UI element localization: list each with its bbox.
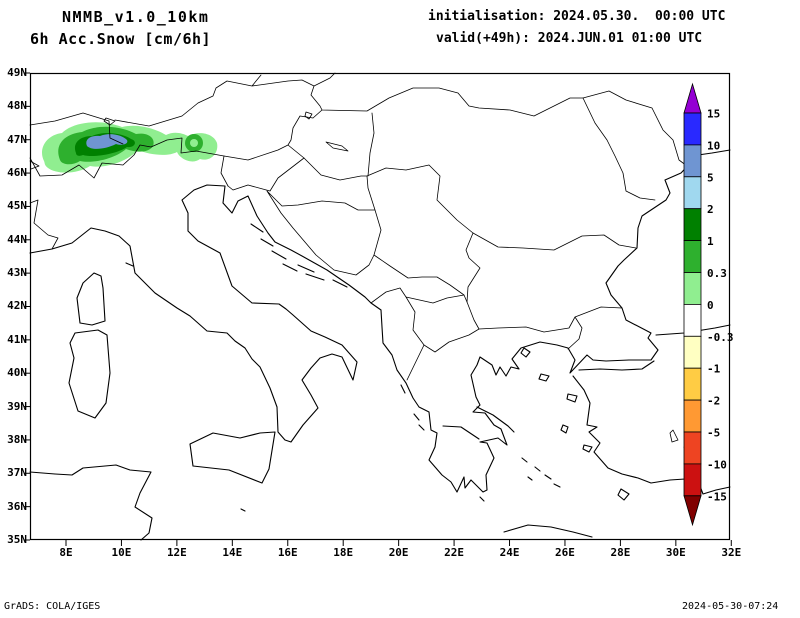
creation-timestamp: 2024-05-30-07:24 bbox=[682, 601, 779, 612]
lon-label: 26E bbox=[555, 546, 575, 559]
colorbar-segment bbox=[683, 399, 702, 433]
colorbar-label: -10 bbox=[707, 458, 727, 471]
lake-constance bbox=[103, 117, 116, 126]
map-frame bbox=[29, 72, 731, 541]
coastline-sicily bbox=[189, 431, 276, 484]
border-swiss-north bbox=[29, 112, 124, 145]
border-france-italy bbox=[29, 199, 59, 250]
colorbar: 15 10 5 2 1 0.3 0 -0.3 -1 -2 -5 -10 -15 bbox=[683, 82, 734, 527]
coastline-marmara-south bbox=[578, 360, 655, 371]
colorbar-label: -0.3 bbox=[707, 331, 734, 344]
border-czech-slovak bbox=[313, 72, 336, 87]
grads-credit: GrADS: COLA/IGES bbox=[4, 601, 101, 612]
lat-label: 41N bbox=[7, 332, 27, 346]
colorbar-segment bbox=[683, 367, 702, 401]
coastline-north-africa bbox=[29, 464, 153, 541]
colorbar-label: 15 bbox=[707, 108, 720, 121]
lat-label: 35N bbox=[7, 532, 27, 546]
colorbar-top-arrow bbox=[683, 82, 702, 114]
map-canvas bbox=[24, 72, 732, 546]
colorbar-label: 5 bbox=[707, 171, 714, 184]
lat-label: 46N bbox=[7, 166, 27, 180]
product-name: 6h Acc.Snow [cm/6h] bbox=[30, 30, 212, 48]
river-danube-hungary bbox=[367, 112, 375, 177]
coastline-sardinia bbox=[68, 329, 111, 419]
lat-label: 43N bbox=[7, 266, 27, 280]
lake-geneva bbox=[29, 160, 40, 170]
snow-shading bbox=[42, 122, 218, 173]
init-time: initialisation: 2024.05.30. 00:00 UTC bbox=[428, 9, 726, 24]
lon-label: 14E bbox=[222, 546, 243, 559]
lat-label: 40N bbox=[7, 366, 27, 380]
lat-label: 49N bbox=[7, 66, 27, 79]
colorbar-label: -5 bbox=[707, 427, 720, 440]
lon-label: 18E bbox=[333, 546, 354, 559]
lon-label: 16E bbox=[277, 546, 298, 559]
aegean-islands bbox=[125, 262, 630, 538]
border-alps bbox=[29, 137, 229, 187]
colorbar-segment bbox=[683, 272, 702, 305]
border-bulgaria-greece-turkey bbox=[423, 232, 623, 353]
axis-ticks bbox=[24, 72, 732, 546]
colorbar-label: -15 bbox=[707, 490, 727, 503]
lat-label: 45N bbox=[7, 199, 27, 213]
lon-label: 12E bbox=[166, 546, 187, 559]
lat-label: 36N bbox=[7, 499, 27, 513]
colorbar-label: 2 bbox=[707, 203, 714, 216]
border-bosnia bbox=[266, 175, 382, 276]
lake-neusiedl bbox=[304, 111, 313, 120]
coastlines bbox=[29, 149, 731, 541]
model-name: NMMB_v1.0_10km bbox=[62, 8, 210, 26]
colorbar-segment bbox=[683, 144, 702, 178]
colorbar-label: 0 bbox=[707, 299, 714, 312]
lake-balaton bbox=[325, 141, 349, 152]
colorbar-bottom-arrow bbox=[683, 495, 702, 527]
snow-extent-east-center bbox=[190, 139, 198, 147]
lon-label: 30E bbox=[665, 546, 686, 559]
border-hungary-danube bbox=[223, 109, 637, 251]
snow-core bbox=[86, 134, 128, 149]
lat-label: 48N bbox=[7, 99, 27, 113]
colorbar-label: 1 bbox=[707, 235, 714, 248]
country-borders bbox=[29, 72, 699, 456]
border-montenegro-albania-macedonia bbox=[370, 254, 468, 381]
colorbar-segment bbox=[683, 335, 702, 369]
lat-label: 47N bbox=[7, 132, 27, 146]
colorbar-label: -2 bbox=[707, 395, 720, 408]
adriatic-islands bbox=[250, 223, 348, 288]
lon-label: 32E bbox=[721, 546, 742, 559]
colorbar-segment bbox=[683, 176, 702, 210]
lon-label: 20E bbox=[388, 546, 409, 559]
coastline-italy-balkans bbox=[29, 149, 731, 493]
colorbar-label: 10 bbox=[707, 139, 720, 152]
colorbar-label: -1 bbox=[707, 363, 721, 376]
valid-time: valid(+49h): 2024.JUN.01 01:00 UTC bbox=[436, 31, 703, 46]
coastline-gulf-corinth bbox=[442, 425, 480, 440]
colorbar-segment bbox=[683, 303, 702, 337]
lat-label: 44N bbox=[7, 232, 27, 246]
colorbar-label: 0.3 bbox=[707, 267, 727, 280]
border-central-europe bbox=[114, 74, 699, 167]
border-slovenia-croatia bbox=[227, 157, 305, 192]
colorbar-segment bbox=[683, 240, 702, 273]
lon-label: 22E bbox=[444, 546, 465, 559]
lon-label: 24E bbox=[499, 546, 520, 559]
lat-label: 39N bbox=[7, 399, 27, 413]
colorbar-segment bbox=[683, 112, 702, 146]
colorbar-segment bbox=[683, 208, 702, 241]
lon-label: 10E bbox=[111, 546, 132, 559]
colorbar-segment bbox=[683, 431, 702, 465]
coastline-corsica bbox=[76, 272, 106, 326]
lat-label: 37N bbox=[7, 466, 27, 480]
lon-label: 8E bbox=[59, 546, 73, 559]
lat-label: 38N bbox=[7, 432, 27, 446]
lat-label: 42N bbox=[7, 299, 27, 313]
lon-label: 28E bbox=[610, 546, 631, 559]
border-prut-moldova bbox=[582, 97, 656, 201]
colorbar-segment bbox=[683, 463, 702, 497]
